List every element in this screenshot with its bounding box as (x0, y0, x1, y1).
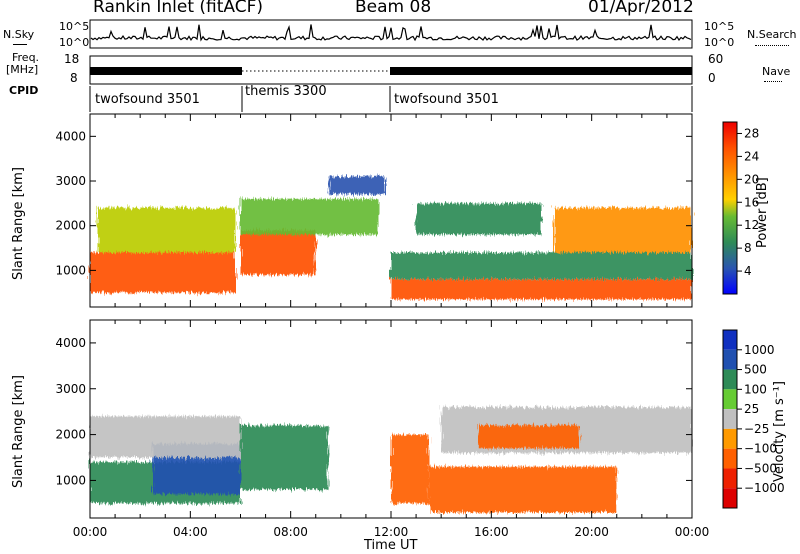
power-cb-tick-label-1: 8 (744, 241, 752, 255)
power-region-7 (416, 203, 542, 235)
velocity-cb-block-1 (723, 349, 737, 370)
velocity-region-7 (478, 425, 580, 449)
velocity-ytick-label-2: 3000 (55, 382, 86, 396)
velocity-cb-tick-label-3: 25 (744, 402, 759, 416)
power-cb-tick-label-4: 20 (744, 172, 759, 186)
power-region-2 (240, 230, 316, 275)
velocity-ytick-label-3: 4000 (55, 336, 86, 350)
nsky-label: N.Sky (3, 28, 35, 41)
power-cb-tick-label-6: 28 (744, 126, 759, 140)
x-axis-label: Time UT (364, 538, 418, 553)
power-colorbar-label: Power [dB] (755, 177, 770, 248)
velocity-cb-frame (722, 329, 738, 509)
velocity-cb-tick-label-5: −100 (744, 442, 777, 456)
x-tick-label-2: 08:00 (273, 525, 308, 539)
power-ytick-label-3: 4000 (55, 129, 86, 143)
power-region-5 (391, 279, 692, 300)
noise-strip-frame (89, 19, 693, 49)
nsky-legend-line (13, 44, 27, 45)
x-tick-label-3: 12:00 (374, 525, 409, 539)
noise-tick-right-low: 10^0 (704, 36, 735, 49)
velocity-cb-block-8 (723, 488, 737, 508)
velocity-cb-tick-label-0: 1000 (744, 343, 775, 357)
velocity-cb-block-7 (723, 468, 737, 489)
velocity-region-3 (240, 425, 329, 490)
velocity-cb-block-4 (723, 409, 737, 429)
freq-label-1: Freq. (12, 51, 40, 64)
power-region-8 (554, 207, 692, 253)
nave-tick-low: 0 (708, 71, 716, 85)
velocity-region-2 (90, 416, 241, 458)
velocity-cb-tick-label-7: −1000 (744, 481, 785, 495)
noise-trace (90, 24, 692, 42)
x-tick-label-6: 00:00 (675, 525, 710, 539)
velocity-region-5 (428, 466, 617, 513)
velocity-y-label: Slant Range [km] (11, 375, 26, 488)
power-region-1 (97, 207, 236, 253)
freq-bar-1 (90, 67, 242, 75)
power-region-6 (391, 252, 692, 280)
x-tick-label-4: 16:00 (474, 525, 509, 539)
x-tick-label-1: 04:00 (173, 525, 208, 539)
nave-label: Nave (762, 65, 791, 78)
cpid-segment-1: twofsound 3501 (95, 92, 200, 107)
cpid-label: CPID (9, 84, 39, 97)
cpid-segment-3: twofsound 3501 (394, 92, 499, 107)
nsearch-label: N.Search (747, 28, 797, 41)
velocity-region-4 (391, 434, 429, 504)
nave-tick-high: 60 (708, 52, 724, 66)
velocity-cb-tick-label-6: −500 (744, 461, 777, 475)
velocity-cb-block-6 (723, 448, 737, 469)
power-heatmap (90, 176, 692, 300)
velocity-colorbar-label: Velocity [m s⁻¹] (772, 381, 787, 482)
velocity-cb-tick-label-4: −25 (744, 422, 769, 436)
velocity-cb-block-0 (723, 330, 737, 350)
velocity-ytick-label-0: 1000 (55, 473, 86, 487)
nave-legend-line (764, 81, 782, 82)
freq-bar-2 (390, 67, 692, 75)
power-colorbar (722, 121, 738, 295)
power-region-0 (90, 252, 236, 293)
power-region-4 (328, 176, 386, 195)
x-tick-label-0: 00:00 (73, 525, 108, 539)
velocity-cb-tick-label-1: 500 (744, 363, 767, 377)
station-title: Rankin Inlet (fitACF) (93, 0, 264, 17)
velocity-colorbar (722, 329, 738, 509)
x-tick-label-5: 20:00 (574, 525, 609, 539)
freq-tick-low: 8 (70, 71, 78, 85)
velocity-ytick-label-1: 2000 (55, 428, 86, 442)
nsearch-legend-line (755, 45, 789, 46)
noise-tick-right-high: 10^5 (704, 20, 735, 33)
freq-tick-high: 18 (64, 52, 80, 66)
power-cb-tick-label-2: 12 (744, 218, 759, 232)
velocity-cb-tick-label-2: 100 (744, 382, 767, 396)
velocity-cb-block-5 (723, 428, 737, 449)
noise-tick-left-low: 10^0 (59, 36, 90, 49)
velocity-heatmap (90, 407, 692, 513)
power-cb-tick-label-5: 24 (744, 149, 759, 163)
power-ytick-label-0: 1000 (55, 263, 86, 277)
beam-title: Beam 08 (355, 0, 432, 17)
power-ytick-label-2: 3000 (55, 174, 86, 188)
noise-tick-left-high: 10^5 (59, 20, 90, 33)
power-cb-tick-label-3: 16 (744, 195, 759, 209)
velocity-cb-block-3 (723, 389, 737, 410)
power-y-label: Slant Range [km] (11, 167, 26, 280)
velocity-cb-block-2 (723, 369, 737, 390)
cpid-segment-2: themis 3300 (245, 84, 327, 99)
power-ytick-label-1: 2000 (55, 219, 86, 233)
freq-label-2: [MHz] (6, 63, 39, 76)
power-region-3 (240, 198, 379, 235)
power-cb-tick-label-0: 4 (744, 264, 752, 278)
date-title: 01/Apr/2012 (588, 0, 694, 17)
